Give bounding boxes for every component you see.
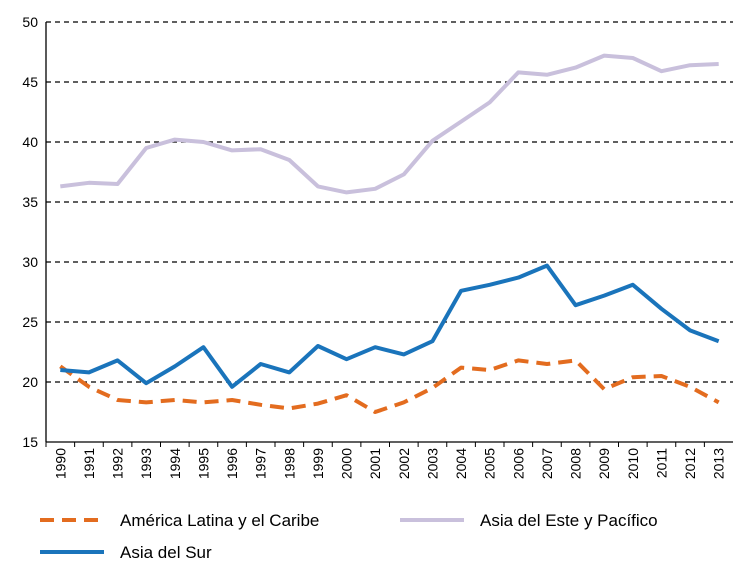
legend-label: América Latina y el Caribe [120,511,319,530]
x-tick-label: 1995 [195,448,211,479]
x-tick-label: 2001 [367,448,383,479]
series-line [60,263,720,389]
x-tick-label: 1996 [224,448,240,479]
x-tick-label: 1991 [81,448,97,479]
series-line [59,358,720,414]
legend-label: Asia del Este y Pacífico [480,511,658,530]
y-tick-label: 15 [22,434,38,450]
x-tick-label: 2006 [510,448,526,479]
x-tick-label: 1993 [138,448,154,479]
x-tick-label: 2007 [539,448,555,479]
y-tick-label: 40 [22,134,38,150]
y-tick-label: 25 [22,314,38,330]
series-line [60,53,719,195]
x-tick-label: 2005 [482,448,498,479]
x-tick-label: 2000 [339,448,355,479]
legend-label: Asia del Sur [120,543,212,562]
y-tick-label: 50 [22,14,38,30]
x-tick-label: 2011 [653,448,669,478]
x-tick-label: 1992 [110,448,126,479]
x-tick-label: 1998 [281,448,297,479]
x-tick-label: 2013 [711,448,727,479]
x-tick-label: 2004 [453,448,469,479]
x-tick-label: 1999 [310,448,326,479]
x-tick-label: 2010 [625,448,641,479]
x-tick-label: 2003 [424,448,440,479]
x-tick-label: 1994 [167,448,183,479]
y-tick-label: 20 [22,374,38,390]
x-tick-label: 2009 [596,448,612,479]
x-tick-label: 2012 [682,448,698,479]
x-tick-label: 1997 [253,448,269,479]
x-tick-label: 2008 [568,448,584,479]
y-tick-label: 35 [22,194,38,210]
y-tick-label: 45 [22,74,38,90]
y-tick-label: 30 [22,254,38,270]
x-tick-label: 1990 [52,448,68,479]
x-tick-label: 2002 [396,448,412,479]
